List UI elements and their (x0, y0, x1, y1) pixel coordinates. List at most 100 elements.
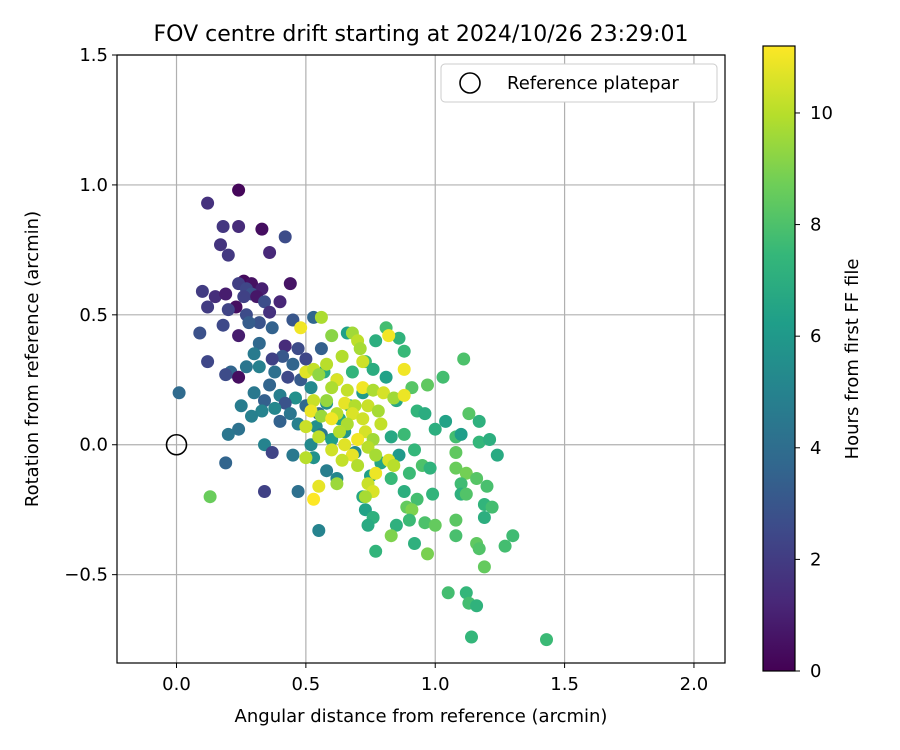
data-point (276, 349, 290, 363)
data-point (366, 383, 380, 397)
data-point (239, 360, 253, 374)
data-point (397, 388, 411, 402)
data-point (397, 485, 411, 498)
data-point (345, 365, 359, 379)
data-point (312, 524, 326, 537)
data-point (286, 357, 300, 371)
y-tick-label: −0.5 (64, 565, 108, 586)
data-point (485, 500, 499, 514)
data-point (304, 404, 318, 418)
data-point (283, 277, 297, 291)
data-point (193, 326, 207, 340)
data-point (462, 407, 476, 421)
data-point (195, 284, 209, 298)
data-point (201, 355, 215, 369)
data-point (255, 222, 269, 236)
data-point (201, 300, 215, 314)
data-point (408, 537, 421, 550)
data-point (392, 448, 406, 462)
reference-platepar-marker (165, 433, 188, 456)
data-point (252, 360, 266, 374)
data-point (356, 381, 370, 395)
plot-frame (116, 54, 726, 664)
data-point (472, 435, 486, 449)
chart-title: FOV centre drift starting at 2024/10/26 … (154, 22, 689, 47)
data-point (245, 409, 258, 423)
colorbar-tick-label: 6 (810, 326, 821, 347)
data-point (314, 342, 328, 356)
data-point (436, 370, 450, 384)
data-point (312, 368, 326, 382)
y-tick-label: 1.5 (79, 45, 108, 66)
data-point (234, 399, 248, 413)
data-point (441, 586, 455, 600)
data-point (232, 370, 246, 384)
data-point (268, 401, 282, 415)
data-point (459, 586, 473, 600)
data-point (312, 479, 326, 493)
data-point (480, 479, 494, 493)
legend: Reference platepar (440, 63, 718, 103)
data-point (356, 412, 370, 426)
data-point (392, 331, 406, 345)
data-point (203, 490, 217, 504)
data-point (353, 342, 367, 356)
data-point (299, 420, 313, 434)
y-tick-label: 1.0 (79, 175, 108, 196)
data-point (299, 451, 313, 465)
data-point (366, 362, 380, 376)
data-point (351, 459, 365, 472)
data-point (382, 329, 396, 343)
data-point (405, 503, 419, 517)
data-point (335, 349, 349, 363)
data-point (273, 295, 287, 309)
data-point (325, 329, 339, 343)
data-point (421, 547, 434, 561)
data-point (454, 427, 468, 441)
data-point (345, 407, 359, 421)
data-point (384, 430, 398, 444)
data-point (371, 404, 385, 418)
data-point (330, 477, 344, 491)
data-point (377, 386, 390, 400)
data-point (426, 487, 440, 501)
data-point (439, 414, 453, 428)
data-point (498, 539, 512, 553)
colorbar-tick-label: 8 (810, 215, 821, 236)
legend-open-circle-marker (459, 72, 481, 94)
data-point (325, 412, 339, 426)
data-point (384, 529, 398, 543)
data-point (263, 305, 277, 319)
data-point (540, 633, 553, 647)
data-point (320, 357, 334, 371)
data-point (449, 529, 463, 543)
data-point (428, 518, 442, 532)
data-point (237, 290, 251, 304)
data-point (281, 370, 295, 384)
data-point (449, 461, 463, 475)
data-point (232, 422, 246, 436)
data-point (219, 287, 233, 301)
data-point (361, 399, 375, 413)
x-axis-label: Angular distance from reference (arcmin) (235, 706, 608, 727)
data-point (247, 386, 261, 400)
data-point (459, 487, 473, 501)
data-point (345, 448, 359, 462)
data-point (369, 544, 383, 558)
data-point (258, 295, 271, 309)
data-point (252, 336, 266, 350)
data-point (325, 443, 339, 457)
data-point (454, 477, 468, 491)
x-tick-label: 0.0 (162, 674, 191, 695)
x-tick-label: 2.0 (680, 674, 709, 695)
data-point (340, 383, 354, 397)
data-point (289, 391, 302, 405)
data-point (356, 355, 370, 369)
data-point (338, 438, 352, 452)
data-point (219, 456, 233, 470)
x-tick-label: 1.5 (550, 674, 579, 695)
data-point (299, 352, 313, 366)
data-point (273, 414, 287, 428)
data-point (247, 347, 261, 361)
